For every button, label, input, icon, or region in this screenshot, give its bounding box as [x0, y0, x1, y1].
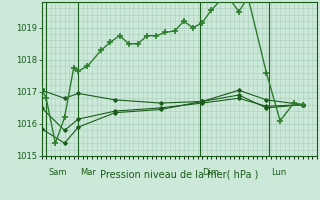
Text: Lun: Lun: [271, 168, 286, 177]
X-axis label: Pression niveau de la mer( hPa ): Pression niveau de la mer( hPa ): [100, 169, 258, 179]
Text: Sam: Sam: [49, 168, 67, 177]
Text: Mar: Mar: [81, 168, 96, 177]
Text: Dim: Dim: [202, 168, 219, 177]
